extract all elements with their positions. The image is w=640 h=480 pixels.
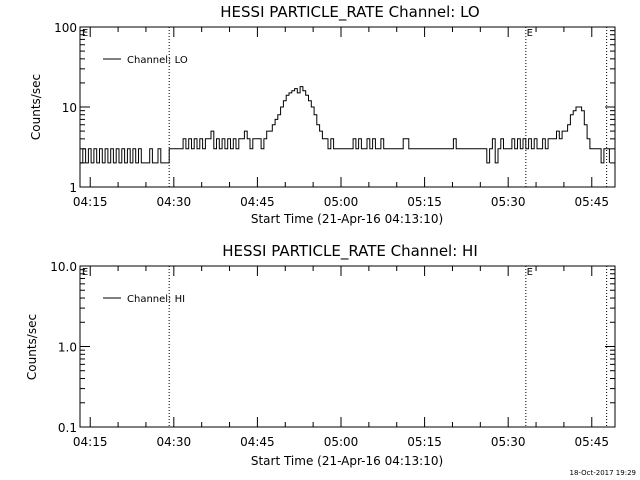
- y-tick-label: 10: [62, 101, 77, 115]
- marker-label: E: [527, 267, 533, 278]
- panel-hi: HESSI PARTICLE_RATE Channel: HI Counts/s…: [25, 242, 616, 468]
- chart-title: HESSI PARTICLE_RATE Channel: HI: [222, 242, 478, 261]
- x-tick-label: 05:30: [491, 195, 526, 209]
- y-axis-label: Counts/sec: [29, 74, 43, 140]
- plot-frame: [79, 26, 616, 188]
- x-axis-label: Start Time (21-Apr-16 04:13:10): [251, 212, 443, 226]
- x-tick-label: 04:30: [157, 195, 192, 209]
- panel-lo: HESSI PARTICLE_RATE Channel: LO Counts/s…: [29, 3, 616, 226]
- y-tick-label: 1: [69, 181, 77, 195]
- marker-label: E: [82, 267, 88, 278]
- legend-label: Channel: LO: [127, 55, 188, 66]
- y-tick-label: 100: [54, 21, 77, 35]
- y-tick-label: 10.0: [50, 260, 77, 274]
- generation-timestamp: 18-Oct-2017 19:29: [570, 469, 636, 477]
- x-tick-label: 04:15: [73, 195, 108, 209]
- chart-title: HESSI PARTICLE_RATE Channel: LO: [220, 3, 479, 22]
- marks-layer: 1 10 100 04:15 04:30 04:45 05:00 05:15 05:30 05:4…: [54, 21, 615, 209]
- x-tick-label: 05:00: [324, 195, 359, 209]
- x-tick-label: 04:45: [240, 195, 275, 209]
- x-tick-label: 05:30: [491, 435, 526, 449]
- y-axis-label: Counts/sec: [25, 314, 39, 380]
- x-tick-label: 05:45: [574, 195, 609, 209]
- series-line: [80, 86, 610, 164]
- x-tick-label: 04:45: [240, 435, 275, 449]
- y-tick-label: 1.0: [58, 341, 77, 355]
- x-tick-label: 04:15: [73, 435, 108, 449]
- marker-label: E: [82, 28, 88, 39]
- x-tick-label: 04:30: [157, 435, 192, 449]
- marker-label: E: [527, 28, 533, 39]
- x-tick-label: 05:00: [324, 435, 359, 449]
- plot-frame: [79, 265, 616, 428]
- x-tick-label: 05:15: [407, 195, 442, 209]
- x-tick-label: 05:15: [407, 435, 442, 449]
- marks-layer: 0.1 1.0 10.0 04:15 04:30 04:45 05:00 05:15 05:30…: [50, 260, 615, 449]
- x-axis-label: Start Time (21-Apr-16 04:13:10): [251, 454, 443, 468]
- y-tick-label: 0.1: [58, 421, 77, 435]
- legend-label: Channel: HI: [127, 294, 185, 305]
- x-tick-label: 05:45: [574, 435, 609, 449]
